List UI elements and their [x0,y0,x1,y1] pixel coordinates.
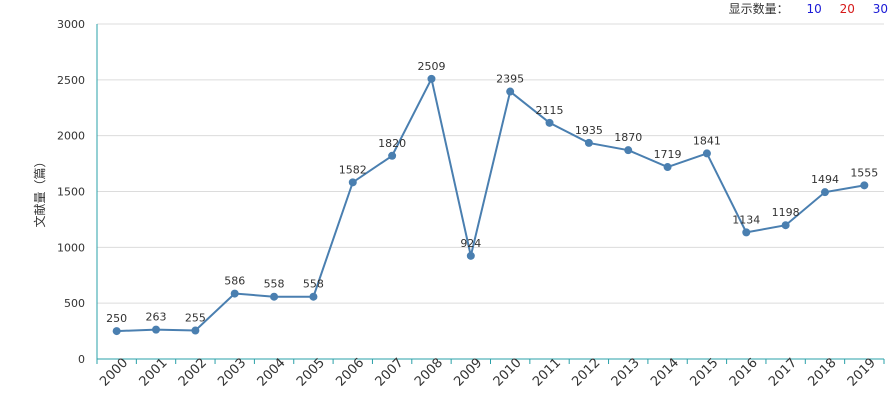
data-label: 1582 [339,163,367,176]
x-tick-label: 2014 [648,356,682,390]
x-axis-tick-labels: 2000 2001 2002 2003 2004 2005 2006 2007 2008 2009… [97,356,879,390]
axes [96,24,885,364]
data-label: 1870 [614,131,642,144]
y-tick-label: 3000 [57,18,85,31]
data-point[interactable] [270,292,279,301]
x-tick-label: 2010 [491,356,525,390]
y-tick-label: 2500 [57,74,85,87]
x-tick-label: 2003 [215,356,249,390]
data-point[interactable] [820,188,829,197]
series-line-group [116,75,865,333]
data-point[interactable] [506,87,515,96]
y-tick-label: 500 [64,297,85,310]
data-point[interactable] [466,251,475,260]
data-label: 1841 [693,134,721,147]
data-label: 586 [224,275,245,288]
data-label: 2395 [496,73,524,86]
data-point[interactable] [152,325,161,334]
data-point[interactable] [388,151,397,160]
data-label: 1494 [811,173,839,186]
data-point[interactable] [624,146,633,155]
display-count-option-30[interactable]: 30 [872,2,888,16]
data-label: 558 [303,278,324,291]
data-label: 924 [460,237,481,250]
data-point[interactable] [781,221,790,230]
data-label: 1820 [378,137,406,150]
data-label: 263 [146,311,167,324]
x-tick-label: 2019 [845,356,879,390]
x-tick-label: 2017 [766,356,800,390]
data-point[interactable] [742,228,751,237]
y-tick-label: 1000 [57,241,85,254]
data-point[interactable] [427,74,436,83]
y-tick-label: 0 [78,353,85,366]
x-tick-label: 2004 [255,356,289,390]
x-tick-label: 2001 [137,356,171,390]
display-count-selector: 显示数量： 10 20 30 [729,0,888,17]
x-tick-label: 2011 [530,356,564,390]
x-tick-label: 2006 [333,356,367,390]
display-count-option-10[interactable]: 10 [806,2,822,16]
x-tick-label: 2000 [97,356,131,390]
data-label: 2509 [417,60,445,73]
display-count-option-20[interactable]: 20 [839,2,855,16]
data-label: 255 [185,312,206,325]
data-point[interactable] [663,163,672,172]
data-point[interactable] [702,149,711,158]
y-tick-label: 2000 [57,130,85,143]
data-point[interactable] [860,181,869,190]
data-point[interactable] [309,292,318,301]
data-point[interactable] [112,327,121,336]
x-tick-label: 2013 [609,356,643,390]
data-point[interactable] [348,178,357,187]
series-line [116,75,865,333]
x-tick-label: 2009 [451,356,485,390]
data-label: 1935 [575,124,603,137]
x-tick-label: 2007 [373,356,407,390]
display-count-label: 显示数量： [728,2,789,16]
data-label: 1134 [732,213,760,226]
x-tick-label: 2005 [294,356,328,390]
data-label: 1198 [772,206,800,219]
x-tick-label: 2012 [569,356,603,390]
data-point[interactable] [230,289,239,298]
x-tick-label: 2018 [805,356,839,390]
data-point[interactable] [191,326,200,335]
x-tick-label: 2008 [412,356,446,390]
x-tick-label: 2016 [727,356,761,390]
x-tick-label: 2002 [176,356,210,390]
y-axis-tick-labels: 0 500 1000 1500 2000 2500 3000 [57,18,85,366]
y-tick-label: 1500 [57,186,85,199]
data-labels: 250 263 255 586 558 558 1582 1820 2509 924 2395 211… [106,60,878,325]
data-points [112,74,869,336]
data-point[interactable] [545,118,554,127]
data-label: 250 [106,312,127,325]
x-tick-label: 2015 [687,356,721,390]
data-label: 1719 [654,148,682,161]
grid-lines [97,23,884,304]
data-point[interactable] [584,138,593,147]
data-label: 2115 [536,104,564,117]
y-axis-title: 文献量（篇） [32,155,47,227]
data-label: 1555 [850,166,878,179]
data-label: 558 [264,278,285,291]
